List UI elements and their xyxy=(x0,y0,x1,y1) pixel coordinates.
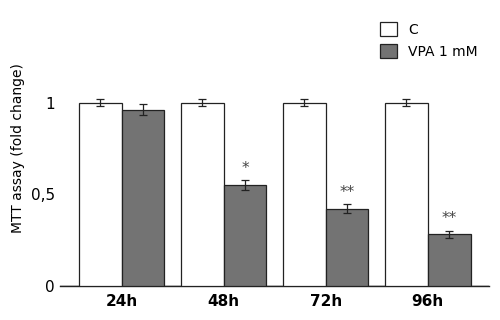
Text: **: ** xyxy=(340,185,354,200)
Bar xyxy=(122,110,164,285)
Bar xyxy=(78,103,122,285)
Text: **: ** xyxy=(442,211,456,226)
Bar xyxy=(283,103,326,285)
Text: *: * xyxy=(241,161,249,176)
Bar xyxy=(180,103,224,285)
Bar xyxy=(326,209,368,285)
Y-axis label: MTT assay (fold change): MTT assay (fold change) xyxy=(11,63,25,233)
Legend: C, VPA 1 mM: C, VPA 1 mM xyxy=(376,18,482,63)
Bar xyxy=(428,234,470,285)
Bar xyxy=(224,185,266,285)
Bar xyxy=(385,103,428,285)
